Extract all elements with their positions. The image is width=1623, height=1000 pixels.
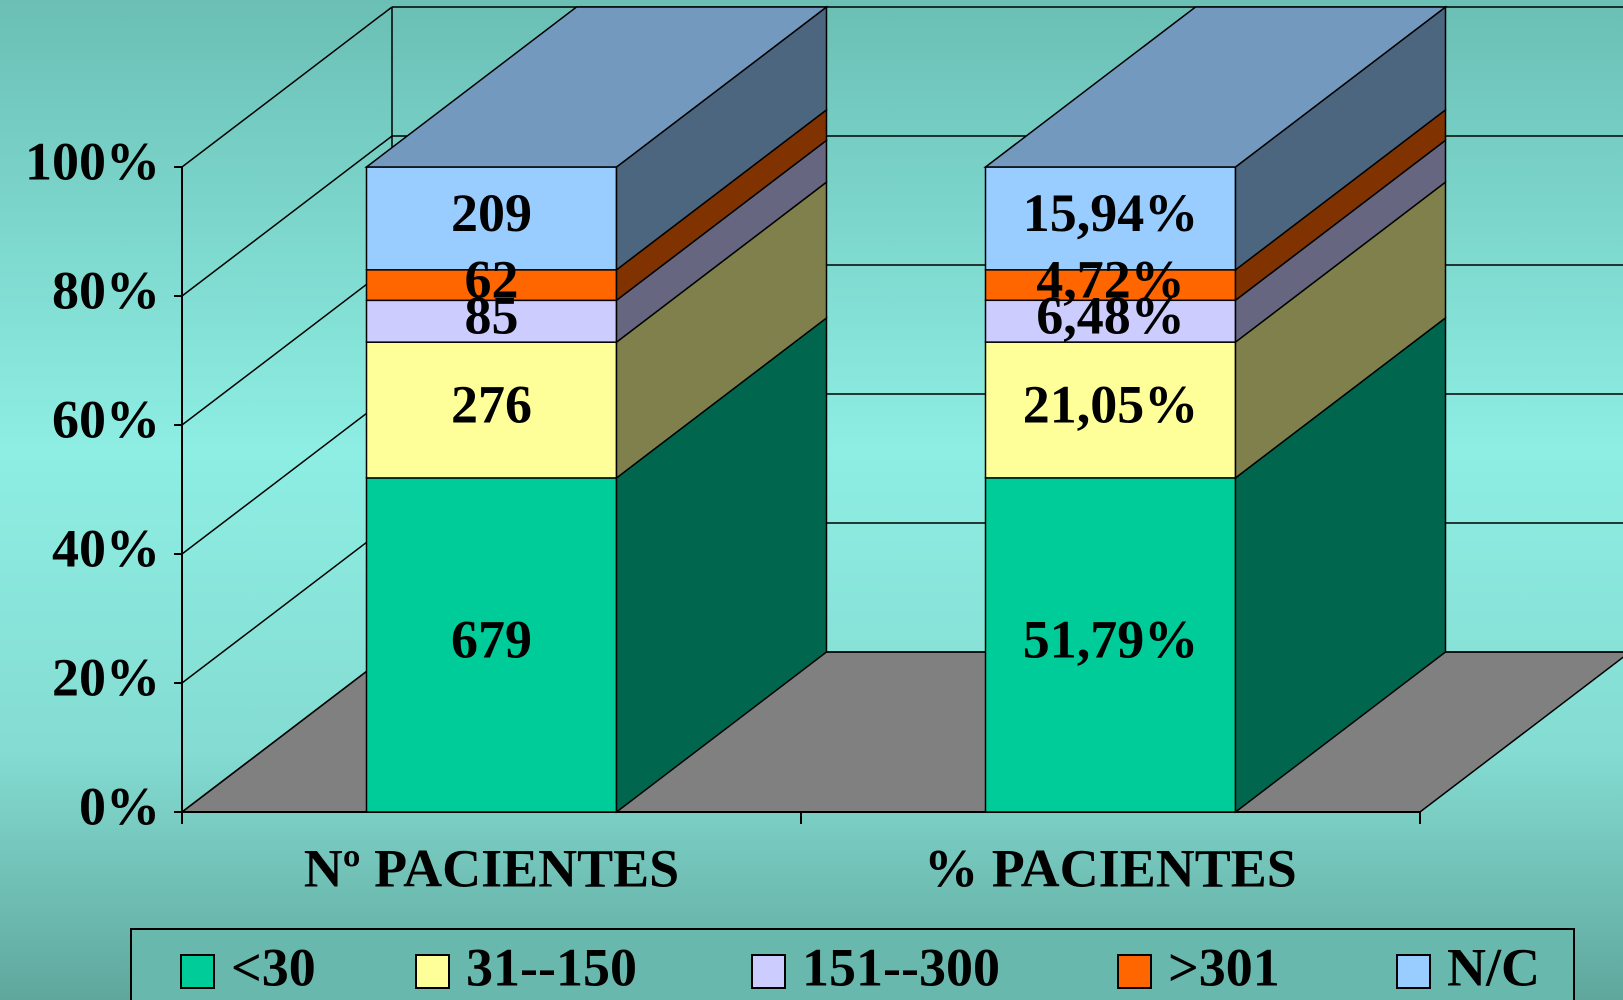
x-tick-label: Nº PACIENTES <box>304 838 679 898</box>
y-tick-label: 80% <box>52 260 160 320</box>
legend-label: <30 <box>231 937 316 997</box>
bar-segment <box>984 341 1237 479</box>
data-label: 85 <box>465 286 519 346</box>
data-label: 62 <box>465 249 519 309</box>
grid-line <box>181 651 393 813</box>
legend-box <box>130 928 1575 1000</box>
data-label: 6,48% <box>1036 286 1185 346</box>
data-label: 209 <box>451 183 532 243</box>
legend-swatch <box>415 954 450 989</box>
legend-swatch <box>1117 954 1152 989</box>
legend-swatch <box>180 954 215 989</box>
x-tick-label: % PACIENTES <box>924 838 1297 898</box>
y-tick-label: 60% <box>52 389 160 449</box>
data-label: 276 <box>451 374 532 434</box>
bar-segment <box>365 341 618 479</box>
bar-top <box>983 6 1448 168</box>
data-label: 15,94% <box>1023 183 1199 243</box>
bar-segment <box>365 166 618 271</box>
y-tick-label: 20% <box>52 647 160 707</box>
legend-swatch <box>751 954 786 989</box>
grid-line <box>181 264 393 426</box>
data-label: 21,05% <box>1023 374 1199 434</box>
bar-segment <box>984 477 1237 813</box>
bar-top <box>364 6 829 168</box>
y-tick-label: 40% <box>52 518 160 578</box>
y-tick-label: 100% <box>25 131 160 191</box>
data-label: 679 <box>451 609 532 669</box>
grid-line <box>181 135 393 297</box>
grid-line <box>181 393 393 555</box>
bar-segment <box>984 299 1237 343</box>
y-tick-label: 0% <box>79 776 160 836</box>
legend-label: N/C <box>1447 937 1540 997</box>
grid-line <box>181 6 393 168</box>
bar-segment <box>984 269 1237 302</box>
legend-swatch <box>1396 954 1431 989</box>
bar-segment <box>365 477 618 813</box>
bar-segment <box>984 166 1237 271</box>
legend-label: >301 <box>1168 937 1280 997</box>
data-label: 4,72% <box>1036 249 1185 309</box>
grid-line <box>181 522 393 684</box>
data-label: 51,79% <box>1023 609 1199 669</box>
legend-label: 31--150 <box>466 937 637 997</box>
bar-segment <box>365 299 618 343</box>
legend-label: 151--300 <box>802 937 1000 997</box>
